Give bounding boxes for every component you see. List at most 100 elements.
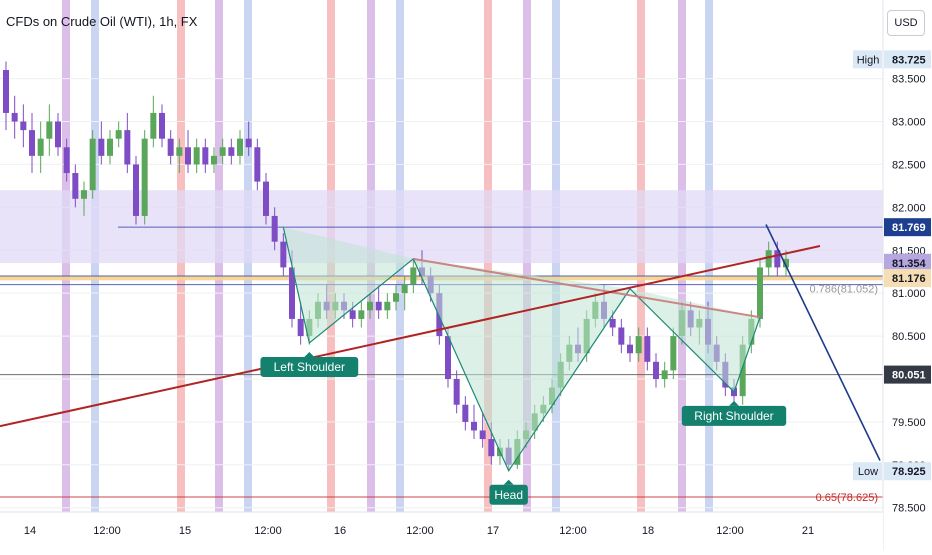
candle-body bbox=[263, 181, 269, 216]
candle bbox=[765, 241, 772, 276]
candle-body bbox=[479, 430, 486, 440]
candle-body bbox=[739, 344, 746, 397]
candle-body bbox=[774, 250, 781, 268]
candle-body bbox=[627, 344, 633, 354]
candle-body bbox=[297, 318, 304, 337]
candle bbox=[219, 138, 226, 165]
candle-body bbox=[783, 258, 789, 268]
candle-body bbox=[107, 138, 113, 156]
candle bbox=[263, 173, 269, 225]
annotation-box bbox=[681, 405, 787, 426]
x-tick-label: 16 bbox=[334, 525, 346, 537]
price-label-value: 78.925 bbox=[892, 466, 926, 478]
candle bbox=[11, 95, 18, 139]
candle-body bbox=[367, 301, 373, 311]
candle bbox=[167, 130, 174, 165]
candle bbox=[393, 284, 399, 311]
candle-body bbox=[115, 130, 122, 139]
price-label-value: 80.051 bbox=[892, 370, 926, 382]
candle bbox=[635, 327, 642, 362]
zone-supply bbox=[0, 190, 883, 264]
candle-body bbox=[141, 138, 148, 216]
candle-body bbox=[185, 147, 191, 165]
candle-body bbox=[358, 310, 365, 319]
candle-body bbox=[644, 336, 651, 362]
candle bbox=[37, 121, 44, 174]
x-tick-label: 12:00 bbox=[716, 525, 744, 537]
candle-body bbox=[3, 70, 9, 113]
candle bbox=[401, 276, 408, 311]
candle-body bbox=[280, 241, 287, 268]
price-label-level: 81.176 bbox=[884, 269, 931, 288]
projection-line bbox=[765, 224, 881, 461]
candle bbox=[150, 95, 157, 148]
candle bbox=[661, 361, 668, 388]
price-label-name-bg bbox=[853, 462, 882, 481]
y-tick-label: 83.500 bbox=[892, 74, 926, 86]
candle-body bbox=[37, 138, 44, 156]
price-label-bg bbox=[884, 269, 931, 288]
candle bbox=[644, 327, 651, 371]
candle-body bbox=[11, 112, 18, 122]
candle-body bbox=[46, 121, 53, 139]
candle-body bbox=[254, 147, 261, 182]
annotation-text: Head bbox=[494, 488, 523, 502]
candle bbox=[133, 155, 139, 225]
candle-body bbox=[271, 215, 278, 242]
candle-body bbox=[757, 267, 763, 319]
x-tick-label: 21 bbox=[802, 525, 814, 537]
y-tick-label: 79.500 bbox=[892, 417, 926, 429]
candle bbox=[271, 207, 278, 251]
candle-body bbox=[349, 310, 356, 319]
candle-body bbox=[167, 138, 174, 156]
candle bbox=[445, 327, 451, 388]
chart-title: CFDs on Crude Oil (WTI), 1h, FX bbox=[6, 14, 198, 29]
candle-body bbox=[81, 190, 87, 199]
candle-body bbox=[488, 439, 495, 457]
candle-body bbox=[133, 164, 139, 216]
candle bbox=[72, 164, 79, 208]
candle bbox=[757, 258, 763, 328]
candle bbox=[384, 293, 391, 319]
head-and-shoulders-pattern bbox=[282, 226, 761, 473]
time-axis: 14 12:00 15 12:00 16 12:00 17 12:00 18 12:00 21 bbox=[0, 511, 883, 550]
candle-body bbox=[462, 404, 469, 422]
candle-body bbox=[384, 301, 391, 311]
candle-body bbox=[393, 293, 399, 302]
candle bbox=[185, 130, 191, 174]
left-shoulder-area bbox=[283, 227, 414, 343]
y-tick-label: 81.000 bbox=[892, 288, 926, 300]
x-tick-label: 12:00 bbox=[254, 525, 282, 537]
y-tick-label: 82.500 bbox=[892, 159, 926, 171]
fib-label: 0.65(78.625) bbox=[816, 492, 878, 504]
candle-body bbox=[653, 361, 659, 379]
candle bbox=[115, 121, 122, 148]
neckline bbox=[413, 257, 761, 319]
candle-body bbox=[635, 336, 642, 354]
price-label-name: Low bbox=[858, 466, 878, 478]
annotation-text: Right Shoulder bbox=[694, 409, 773, 423]
candle-body bbox=[289, 267, 295, 319]
pattern-outline bbox=[282, 226, 761, 473]
y-tick-label: 83.000 bbox=[892, 117, 926, 129]
candle bbox=[46, 104, 53, 156]
candle-body bbox=[176, 147, 183, 156]
candle bbox=[124, 112, 131, 174]
candle-body bbox=[193, 147, 200, 165]
head-area bbox=[413, 258, 630, 471]
candle-body bbox=[670, 336, 677, 371]
candle bbox=[254, 138, 261, 191]
candle-body bbox=[72, 173, 79, 199]
annotation-pointer bbox=[304, 351, 315, 357]
candle-body bbox=[211, 155, 217, 165]
candle bbox=[211, 147, 217, 174]
candle bbox=[653, 353, 659, 388]
annotation-box bbox=[260, 356, 359, 377]
annotation-pointer bbox=[503, 479, 514, 485]
candle bbox=[3, 61, 9, 131]
x-tick-label: 14 bbox=[24, 525, 36, 537]
price-label-low: 78.925 Low bbox=[853, 462, 931, 481]
price-label-value: 81.176 bbox=[892, 273, 926, 285]
currency-button[interactable]: USD bbox=[887, 10, 925, 36]
price-label-last: 81.354 bbox=[884, 253, 931, 272]
